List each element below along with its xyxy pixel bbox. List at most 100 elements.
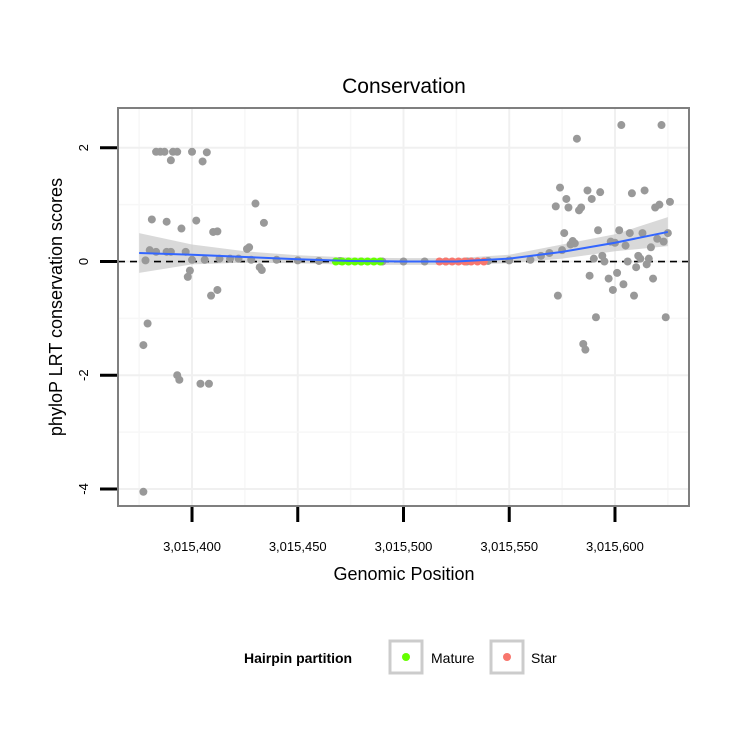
data-point-scores <box>293 256 302 265</box>
data-point-scores <box>259 218 268 227</box>
data-point-scores <box>638 229 647 238</box>
data-point-scores <box>251 199 260 208</box>
data-point-scores <box>555 183 564 192</box>
data-point-scores <box>636 254 645 263</box>
data-point-scores <box>183 272 192 281</box>
data-point-scores <box>596 188 605 197</box>
data-point-scores <box>562 194 571 203</box>
data-point-scores <box>600 257 609 266</box>
data-point-scores <box>630 291 639 300</box>
data-point-scores <box>139 341 148 350</box>
data-point-scores <box>591 313 600 322</box>
data-point-scores <box>198 157 207 166</box>
legend-item-star: Star <box>489 639 557 675</box>
data-point-scores <box>581 345 590 354</box>
data-point-scores <box>192 216 201 225</box>
legend-key-mature <box>388 639 424 675</box>
smooth-line <box>139 230 669 263</box>
y-tick-label: -2 <box>76 369 91 381</box>
x-axis-title: Genomic Position <box>333 564 474 584</box>
legend-swatch-star <box>503 653 511 661</box>
data-point-scores <box>619 280 628 289</box>
y-axis-title: phyloP LRT conservation scores <box>46 178 66 436</box>
x-axis: 3,015,400 3,015,450 3,015,500 3,015,550 3,01… <box>163 507 644 554</box>
data-point-scores <box>188 255 197 264</box>
data-point-scores <box>175 375 184 384</box>
data-point-scores <box>213 227 222 236</box>
data-point-scores <box>200 255 209 264</box>
data-point-scores <box>665 197 674 206</box>
data-point-scores <box>141 256 150 265</box>
panel-border <box>117 107 690 507</box>
data-point-scores <box>570 239 579 248</box>
x-tick-label: 3,015,500 <box>375 539 433 554</box>
y-tick-label: -4 <box>76 483 91 495</box>
data-point-scores <box>653 234 662 243</box>
smooth-curve <box>139 230 669 263</box>
data-point-star <box>479 257 488 266</box>
data-point-scores <box>657 121 666 130</box>
data-point-scores <box>659 237 668 246</box>
data-point-scores <box>585 271 594 280</box>
data-point-scores <box>188 147 197 156</box>
legend-label-star: Star <box>531 650 557 666</box>
data-point-scores <box>577 203 586 212</box>
data-point-scores <box>139 487 148 496</box>
data-point-scores <box>594 226 603 235</box>
y-tick-label: 0 <box>76 258 91 265</box>
data-point-scores <box>649 274 658 283</box>
data-point-scores <box>615 226 624 235</box>
data-point-scores <box>553 291 562 300</box>
data-point-scores <box>632 263 641 272</box>
data-point-scores <box>143 319 152 328</box>
y-tick-label: 2 <box>76 144 91 151</box>
data-point-scores <box>173 147 182 156</box>
legend-title: Hairpin partition <box>244 650 352 666</box>
data-point-scores <box>245 243 254 252</box>
data-point-scores <box>196 379 205 388</box>
x-tick-label: 3,015,550 <box>480 539 538 554</box>
data-point-scores <box>147 215 156 224</box>
data-point-scores <box>177 224 186 233</box>
data-point-scores <box>608 285 617 294</box>
data-point-scores <box>623 257 632 266</box>
data-point-scores <box>587 194 596 203</box>
data-point-scores <box>166 156 175 165</box>
data-point-scores <box>145 246 154 255</box>
x-tick-label: 3,015,450 <box>269 539 327 554</box>
data-point-scores <box>202 148 211 157</box>
data-point-scores <box>213 285 222 294</box>
legend-label-mature: Mature <box>431 650 475 666</box>
data-point-scores <box>551 202 560 211</box>
data-point-scores <box>564 203 573 212</box>
data-point-scores <box>560 229 569 238</box>
data-point-scores <box>583 186 592 195</box>
data-point-scores <box>627 189 636 198</box>
legend: Hairpin partition Mature Star <box>244 639 557 675</box>
legend-swatch-mature <box>402 653 410 661</box>
data-point-scores <box>625 229 634 238</box>
legend-item-mature: Mature <box>388 639 475 675</box>
data-point-scores <box>526 255 535 264</box>
x-tick-label: 3,015,600 <box>586 539 644 554</box>
data-point-scores <box>646 243 655 252</box>
data-point-scores <box>160 147 169 156</box>
data-point-scores <box>589 254 598 263</box>
data-point-scores <box>272 255 281 264</box>
data-point-scores <box>162 217 171 226</box>
data-point-scores <box>204 379 213 388</box>
data-point-scores <box>185 266 194 275</box>
data-point-scores <box>604 274 613 283</box>
data-point-scores <box>572 134 581 143</box>
data-points <box>139 121 674 496</box>
data-point-scores <box>640 186 649 195</box>
data-point-scores <box>661 313 670 322</box>
data-point-scores <box>663 229 672 238</box>
data-point-scores <box>617 121 626 130</box>
data-point-scores <box>257 266 266 275</box>
data-point-scores <box>207 291 216 300</box>
data-point-scores <box>655 200 664 209</box>
x-tick-label: 3,015,400 <box>163 539 221 554</box>
data-point-scores <box>644 254 653 263</box>
